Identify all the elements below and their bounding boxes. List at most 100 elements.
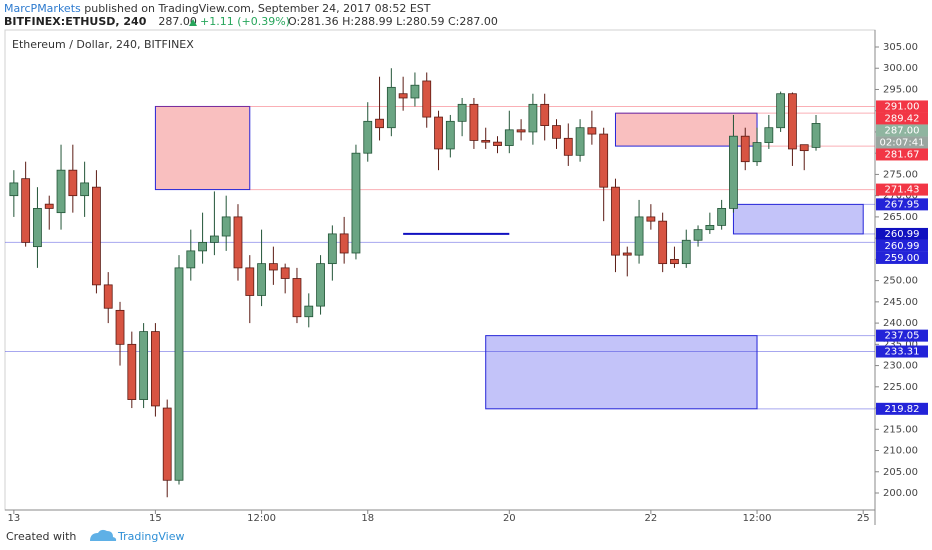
x-tick-label: 13: [7, 513, 20, 524]
candle-body: [528, 103, 538, 133]
price-tag: [876, 183, 928, 196]
candle-body: [68, 169, 78, 197]
candle-body: [162, 407, 172, 481]
y-tick-label: 295.00: [883, 84, 918, 95]
candle-body: [776, 93, 786, 129]
y-tick-label: 275.00: [883, 169, 918, 180]
candle-body: [469, 103, 479, 141]
price-tag-label: 289.42: [885, 113, 920, 124]
candle-body: [198, 241, 207, 252]
candle-body: [245, 267, 255, 296]
candle-body: [764, 127, 774, 143]
candle-body: [127, 343, 137, 400]
published: published on TradingView.com, September …: [84, 2, 431, 15]
candle-body: [92, 186, 101, 286]
candle-body: [280, 267, 290, 279]
author[interactable]: MarcPMarkets: [4, 2, 81, 15]
x-tick-label: 22: [644, 513, 657, 524]
candle-body: [327, 233, 337, 265]
candle-body: [729, 135, 738, 209]
price-tag: [876, 251, 928, 264]
price-tag-label: 259.00: [885, 253, 920, 264]
candle-body: [493, 141, 502, 146]
candle-body: [233, 216, 243, 269]
price-tag: [876, 239, 928, 252]
candle-body: [139, 331, 149, 400]
up-arrow: [189, 19, 197, 26]
price-tag: [876, 124, 928, 137]
candle-body: [717, 208, 727, 226]
candle-body: [339, 233, 349, 254]
candle-body: [115, 309, 125, 345]
candle-body: [504, 129, 514, 146]
candle-body: [670, 258, 679, 265]
candle-body: [363, 120, 373, 154]
brand[interactable]: TradingView: [117, 530, 184, 543]
candle-body: [540, 103, 550, 126]
plot: 305.00300.00295.00290.00285.00280.00275.…: [5, 42, 928, 524]
candle-body: [516, 129, 526, 133]
price-tag-label: 233.31: [885, 347, 920, 358]
candle-body: [21, 178, 31, 243]
price-tag-label: 219.82: [885, 404, 920, 415]
price-tag: [876, 100, 928, 113]
candle-body: [740, 135, 750, 163]
candle-body: [481, 140, 491, 143]
candle-body: [457, 103, 467, 122]
price-tag-label: 260.99: [885, 229, 920, 240]
x-tick-label: 12:00: [743, 513, 772, 524]
y-tick-label: 200.00: [883, 488, 918, 499]
ohlc: O:281.36 H:288.99 L:280.59 C:287.00: [288, 15, 498, 28]
candle-body: [693, 229, 703, 241]
x-tick-label: 15: [149, 513, 162, 524]
candle-body: [221, 216, 231, 237]
y-tick-label: 225.00: [883, 382, 918, 393]
chart-title: Ethereum / Dollar, 240, BITFINEX: [12, 38, 194, 51]
price-tag-label: 271.43: [885, 185, 920, 196]
price-tag-label: 291.00: [885, 101, 920, 112]
candle-body: [304, 305, 314, 318]
candle-body: [575, 127, 585, 156]
price-tag: [876, 227, 928, 240]
price-tag: [876, 329, 928, 342]
zone: [154, 105, 251, 191]
candle-body: [375, 118, 384, 129]
candle-body: [410, 84, 420, 99]
price-tag: [876, 136, 928, 149]
y-tick-label: 235.00: [883, 339, 918, 350]
candle-body: [398, 93, 408, 99]
x-tick-label: 25: [857, 513, 870, 524]
symbol-line: BITFINEX:ETHUSD, 240 287.00: [4, 15, 197, 28]
candle-body: [316, 263, 325, 307]
candle-body: [658, 220, 668, 265]
price-tag-label: 267.95: [885, 199, 920, 210]
candle-body: [681, 239, 691, 265]
y-tick-label: 250.00: [883, 276, 918, 287]
candle-body: [268, 263, 278, 271]
candle-body: [622, 252, 632, 256]
price-tag-label: 281.67: [885, 149, 920, 160]
y-tick-label: 210.00: [883, 446, 918, 457]
logo: [90, 529, 117, 541]
candle-body: [186, 250, 196, 269]
candle-body: [799, 144, 809, 152]
last: 287.00: [158, 15, 197, 28]
candle-body: [788, 93, 797, 150]
price-tag-label: 260.99: [885, 241, 920, 252]
price-tag: [876, 345, 928, 358]
candle-body: [634, 216, 644, 256]
candle-body: [257, 263, 266, 296]
zone: [485, 335, 758, 410]
x-tick-label: 12:00: [247, 513, 276, 524]
zone: [732, 203, 864, 235]
y-tick-label: 265.00: [883, 212, 918, 223]
created-with: Created with: [6, 530, 76, 543]
candle-body: [209, 235, 219, 243]
price-tag-label: 287.00: [885, 125, 920, 136]
price-tag: [876, 148, 928, 161]
y-tick-label: 305.00: [883, 42, 918, 53]
candle-body: [351, 152, 361, 254]
y-tick-label: 300.00: [883, 63, 918, 74]
